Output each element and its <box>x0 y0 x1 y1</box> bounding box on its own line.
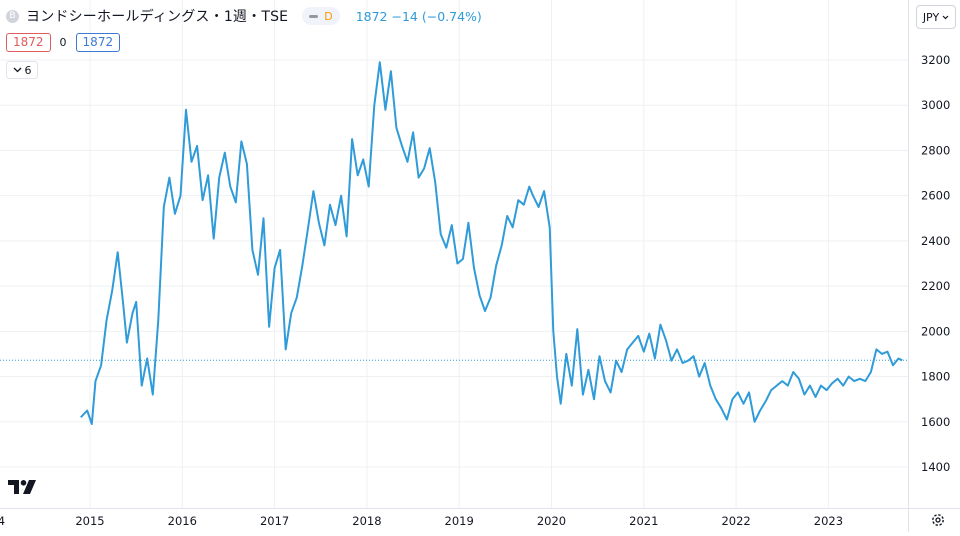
sell-price-button[interactable]: 1872 <box>6 33 51 52</box>
x-tick-label: 2021 <box>629 514 658 528</box>
market-status-icon <box>309 14 319 18</box>
spread-value: 0 <box>59 36 67 49</box>
y-tick-label: 1400 <box>921 460 950 474</box>
x-tick-label: 2023 <box>814 514 843 528</box>
chevron-down-icon <box>13 67 21 73</box>
y-tick-label: 2400 <box>921 234 950 248</box>
x-tick-label: 2022 <box>721 514 750 528</box>
y-tick-label: 2200 <box>921 279 950 293</box>
gear-icon[interactable] <box>930 512 946 528</box>
price-series-line[interactable] <box>80 61 903 425</box>
y-tick-label: 1800 <box>921 370 950 384</box>
symbol-title[interactable]: ヨンドシーホールディングス・1週・TSE <box>26 9 289 25</box>
x-tick-label: 2016 <box>168 514 197 528</box>
x-tick-label: 2017 <box>260 514 289 528</box>
x-tick-label: 2020 <box>537 514 566 528</box>
x-tick-label: 2019 <box>445 514 474 528</box>
x-tick-label: 2018 <box>352 514 381 528</box>
y-tick-label: 2800 <box>921 143 950 157</box>
y-tick-label: 2000 <box>921 324 950 338</box>
currency-dropdown[interactable]: JPY <box>916 5 956 29</box>
x-tick-label: 2015 <box>75 514 104 528</box>
y-tick-label: 3000 <box>921 98 950 112</box>
indicators-count: 6 <box>24 63 32 77</box>
data-delay-letter: D <box>324 9 333 23</box>
symbol-logo-icon: B <box>6 9 19 23</box>
buy-price-button[interactable]: 1872 <box>75 33 121 52</box>
y-tick-label: 3200 <box>921 53 950 67</box>
chevron-down-icon <box>942 15 949 19</box>
indicators-toggle-button[interactable]: 6 <box>6 61 38 79</box>
series-layer <box>0 61 908 425</box>
tradingview-logo-icon[interactable] <box>8 480 38 496</box>
legend-header: B ヨンドシーホールディングス・1週・TSE D 1872 −14 (−0.74… <box>6 6 482 26</box>
currency-label: JPY <box>922 10 940 24</box>
trade-prices: 1872 0 1872 <box>6 33 121 52</box>
time-axis[interactable]: 14 2015 2016 2017 2018 2019 2020 2021 2022 2023 <box>0 514 843 528</box>
y-tick-label: 1600 <box>921 415 950 429</box>
status-badge[interactable]: D <box>302 7 340 25</box>
price-axis[interactable]: 1400 1600 1800 2000 2200 2400 2600 2800 3000 3200 <box>921 53 950 474</box>
y-tick-label: 2600 <box>921 189 950 203</box>
x-tick-label: 14 <box>0 514 5 528</box>
ohlc-values: 1872 −14 (−0.74%) <box>355 8 482 24</box>
